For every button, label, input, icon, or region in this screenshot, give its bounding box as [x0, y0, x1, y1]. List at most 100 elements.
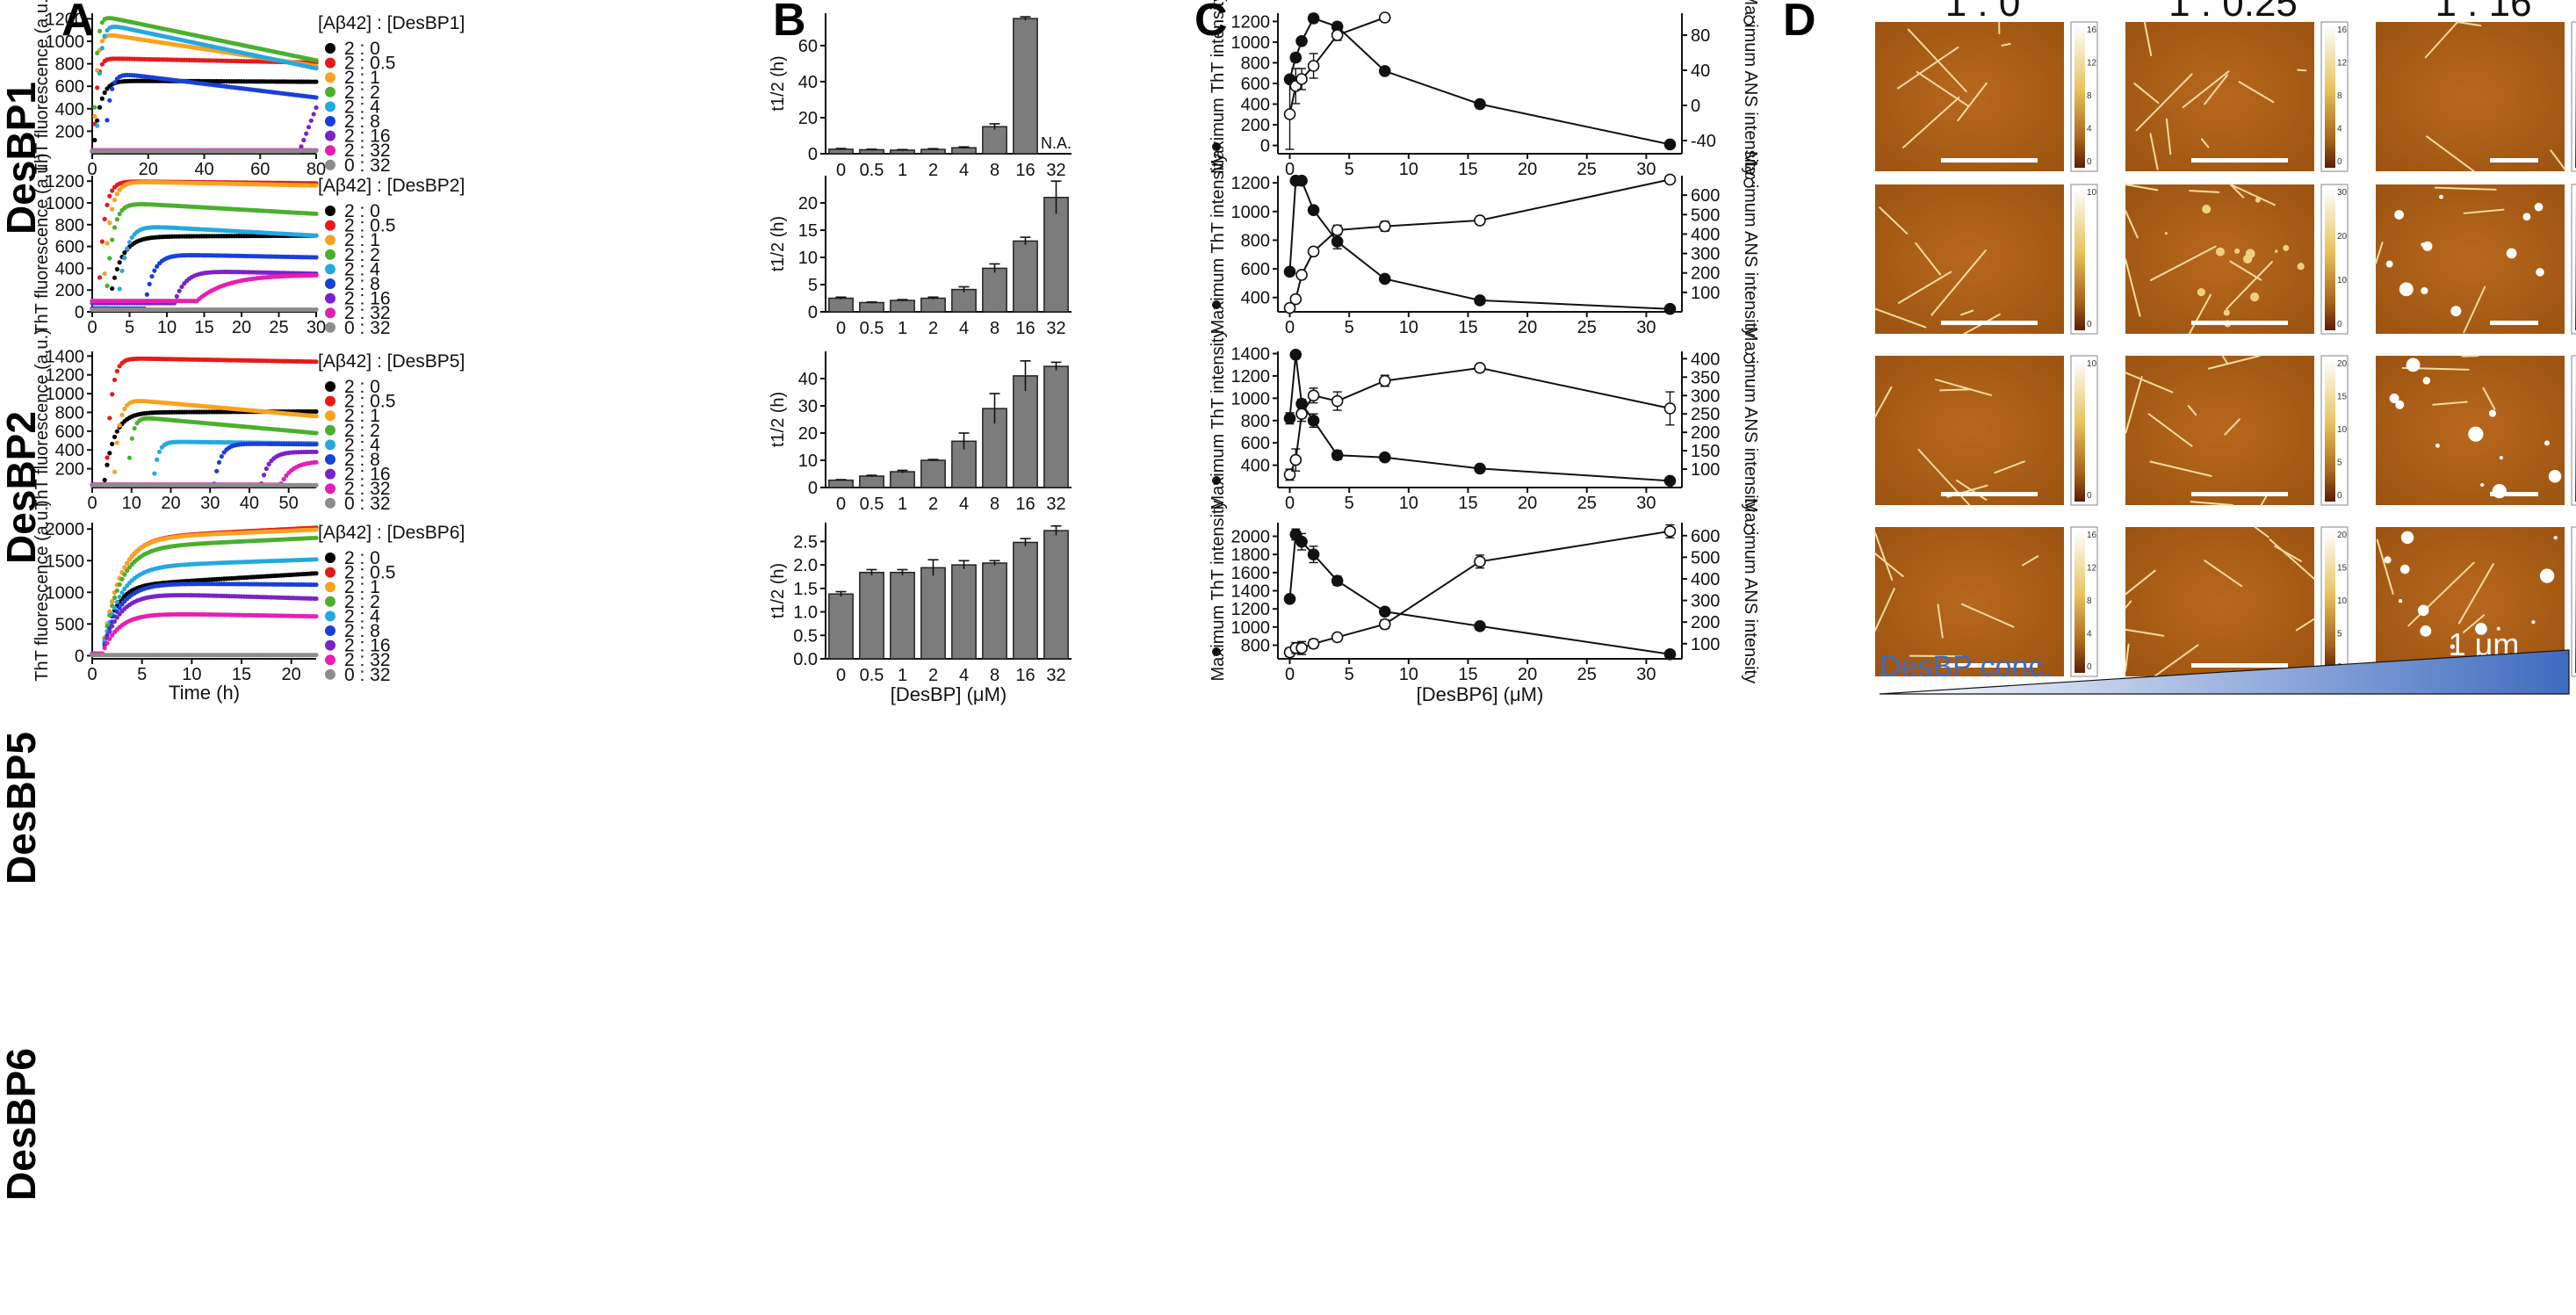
y-tick-label: 40	[798, 370, 818, 389]
oligomer-particle	[2506, 248, 2517, 259]
data-point	[308, 118, 314, 123]
fibril	[2147, 413, 2193, 447]
y-tick-label-left: 1400	[1231, 345, 1271, 365]
series-20	[90, 78, 319, 155]
data-point	[1283, 265, 1296, 278]
colorbar-label: 8	[2337, 91, 2342, 101]
x-tick-label: 10	[1399, 160, 1418, 179]
data-point	[122, 256, 127, 261]
data-point	[112, 469, 118, 474]
x-tick-label: 0	[1285, 318, 1295, 337]
x-tick-label: 50	[279, 494, 299, 513]
y-tick-label-right: 250	[1691, 405, 1720, 424]
bar	[920, 297, 946, 313]
bar-chart-B5: 0 10 20 30 40 0 0.5 1 2 4 8 16 32 t1/2 (h)	[768, 351, 1072, 514]
oligomer-particle	[2421, 242, 2425, 247]
fibril	[2254, 526, 2269, 538]
fibril	[1960, 309, 1974, 316]
y-tick-label: 2000	[46, 520, 85, 539]
y-tick-label-right: 300	[1691, 387, 1720, 406]
x-tick-label: 0	[836, 666, 846, 685]
filled-marker-key	[1212, 647, 1221, 656]
colorbar-frame	[2571, 184, 2576, 335]
fibril	[2457, 563, 2494, 625]
y-axis-title: t1/2 (h)	[768, 55, 788, 111]
data-point	[314, 307, 319, 313]
data-point	[112, 377, 118, 383]
data-point	[304, 131, 309, 136]
bar-chart-B1: 0 20 40 60 0 0.5 1 2 4 8 16 32 N.A. t1/2 (h)	[768, 13, 1072, 180]
data-point	[105, 455, 110, 460]
x-tick-label: 5	[1345, 665, 1354, 684]
legend-marker	[325, 424, 336, 436]
data-point	[144, 292, 149, 297]
legend-marker	[325, 72, 336, 83]
x-tick-label: 80	[307, 160, 326, 179]
x-tick-label: 20	[1518, 160, 1537, 179]
aggregate-particle	[2215, 247, 2225, 256]
legend-label: 2 : 16	[344, 126, 391, 147]
data-point	[314, 408, 319, 415]
scale-bar	[2191, 492, 2288, 496]
fibril	[2463, 208, 2505, 214]
fibril	[2295, 618, 2315, 632]
x-tick-label: 5	[137, 665, 147, 684]
open-marker-key	[1743, 353, 1754, 364]
tht-series	[1283, 528, 1677, 661]
y-tick-label-left: 1000	[1231, 618, 1271, 638]
x-tick-label: 0	[87, 160, 97, 179]
colorbar-label: 0	[2337, 491, 2342, 501]
y-tick-label: 2.5	[793, 532, 818, 552]
data-point	[314, 66, 319, 71]
data-point	[95, 118, 100, 123]
data-point	[1295, 269, 1308, 281]
fibril	[1909, 654, 1963, 658]
fibril	[2274, 545, 2303, 562]
x-tick-label: 15	[1458, 494, 1477, 513]
fibril	[2125, 643, 2130, 672]
series-line	[1288, 366, 1670, 475]
afm-image	[2376, 527, 2565, 676]
series-20.5	[90, 56, 319, 155]
y-tick-label-right: 400	[1691, 225, 1720, 244]
y-tick-label: 1.5	[793, 580, 818, 599]
x-tick-label: 32	[1046, 319, 1065, 338]
data-point	[314, 535, 319, 540]
aggregate-particle	[2234, 248, 2240, 254]
colorbar-label: 16	[2087, 25, 2097, 35]
x-tick-label: 0	[87, 494, 97, 513]
data-point	[112, 198, 118, 203]
data-point	[314, 449, 319, 455]
y-axis-title: ThT fluorescence (a.u.)	[32, 0, 52, 174]
data-point	[1331, 449, 1344, 461]
y-axis-title: ThT fluorescence (a.u.)	[32, 153, 52, 334]
legend-marker	[325, 278, 336, 289]
filled-marker-key	[1212, 300, 1221, 309]
oligomer-particle	[2488, 409, 2497, 417]
bar-chart-B6: 0.0 0.5 1.0 1.5 2.0 2.5 0 0.5 1 2 4 8 16 32 t1/2 (h) [D…	[768, 523, 1072, 705]
y-tick-label: 0	[808, 479, 818, 498]
x-tick-label: 25	[1577, 494, 1597, 513]
data-point	[314, 614, 319, 619]
legend-label: 2 : 2	[344, 245, 380, 265]
x-tick-label: 0	[836, 495, 846, 514]
oligomer-particle	[2398, 599, 2403, 603]
data-point	[112, 275, 118, 280]
legend-marker	[325, 57, 336, 69]
y-axis-title-right: Maximum ANS intensity	[1741, 498, 1760, 683]
legend-label: 2 : 16	[344, 289, 391, 309]
fibril	[2165, 118, 2172, 155]
series-20.5	[90, 179, 319, 311]
fibril	[2133, 83, 2160, 105]
oligomer-particle	[2534, 202, 2544, 212]
legend-label: 2 : 4	[344, 259, 380, 279]
series-24	[90, 24, 319, 155]
x-tick-label: 0	[87, 318, 97, 337]
legend-marker	[325, 625, 336, 636]
filled-marker-key	[1212, 142, 1221, 151]
data-point	[125, 560, 130, 566]
data-point	[1331, 574, 1344, 587]
x-tick-label: 5	[1345, 318, 1354, 337]
